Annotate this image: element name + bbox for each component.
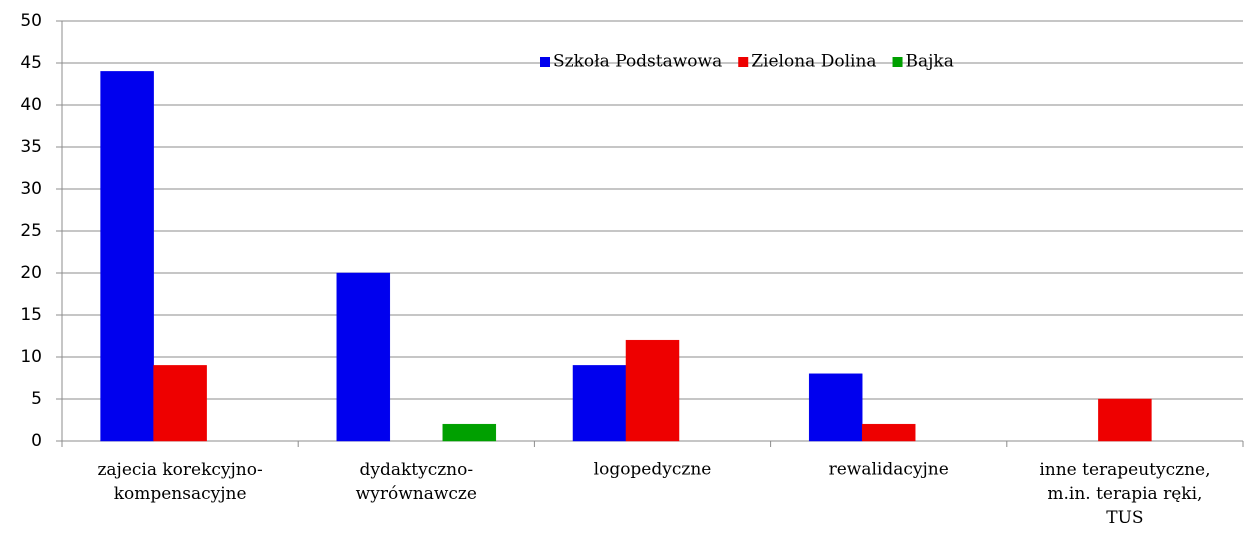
y-tick-label: 35 (20, 137, 42, 157)
bar (442, 423, 497, 442)
legend-swatch (738, 57, 749, 67)
legend-label: Szkoła Podstawowa (553, 52, 722, 72)
bar (336, 272, 391, 442)
y-tick-label: 5 (31, 389, 42, 409)
y-tick-label: 25 (20, 221, 42, 241)
bar (100, 71, 154, 442)
bar (625, 339, 680, 442)
legend-swatch (540, 57, 550, 67)
x-tick-label: dydaktyczno-wyrównawcze (356, 460, 477, 504)
bar (1098, 398, 1152, 442)
legend-swatch (892, 57, 903, 67)
x-tick-label: inne terapeutyczne, m.in. terapia ręki, TU… (1039, 460, 1210, 528)
bar (153, 365, 207, 442)
bar (861, 423, 916, 442)
y-tick-label: 30 (20, 179, 42, 199)
y-tick-label: 15 (20, 305, 42, 325)
y-tick-label: 40 (20, 95, 42, 115)
x-tick-label: zajecia korekcyjno-kompensacyjne (97, 460, 262, 504)
y-tick-label: 10 (20, 347, 42, 367)
x-tick-label: rewalidacyjne (829, 460, 949, 480)
legend-label: Bajka (906, 52, 954, 72)
y-tick-label: 20 (20, 263, 42, 283)
bar (808, 373, 863, 442)
bar (572, 365, 627, 442)
y-tick-label: 50 (20, 11, 42, 31)
y-tick-label: 45 (20, 53, 42, 73)
y-tick-label: 0 (31, 431, 42, 451)
x-tick-label: logopedyczne (594, 460, 712, 480)
legend-label: Zielona Dolina (751, 52, 876, 72)
